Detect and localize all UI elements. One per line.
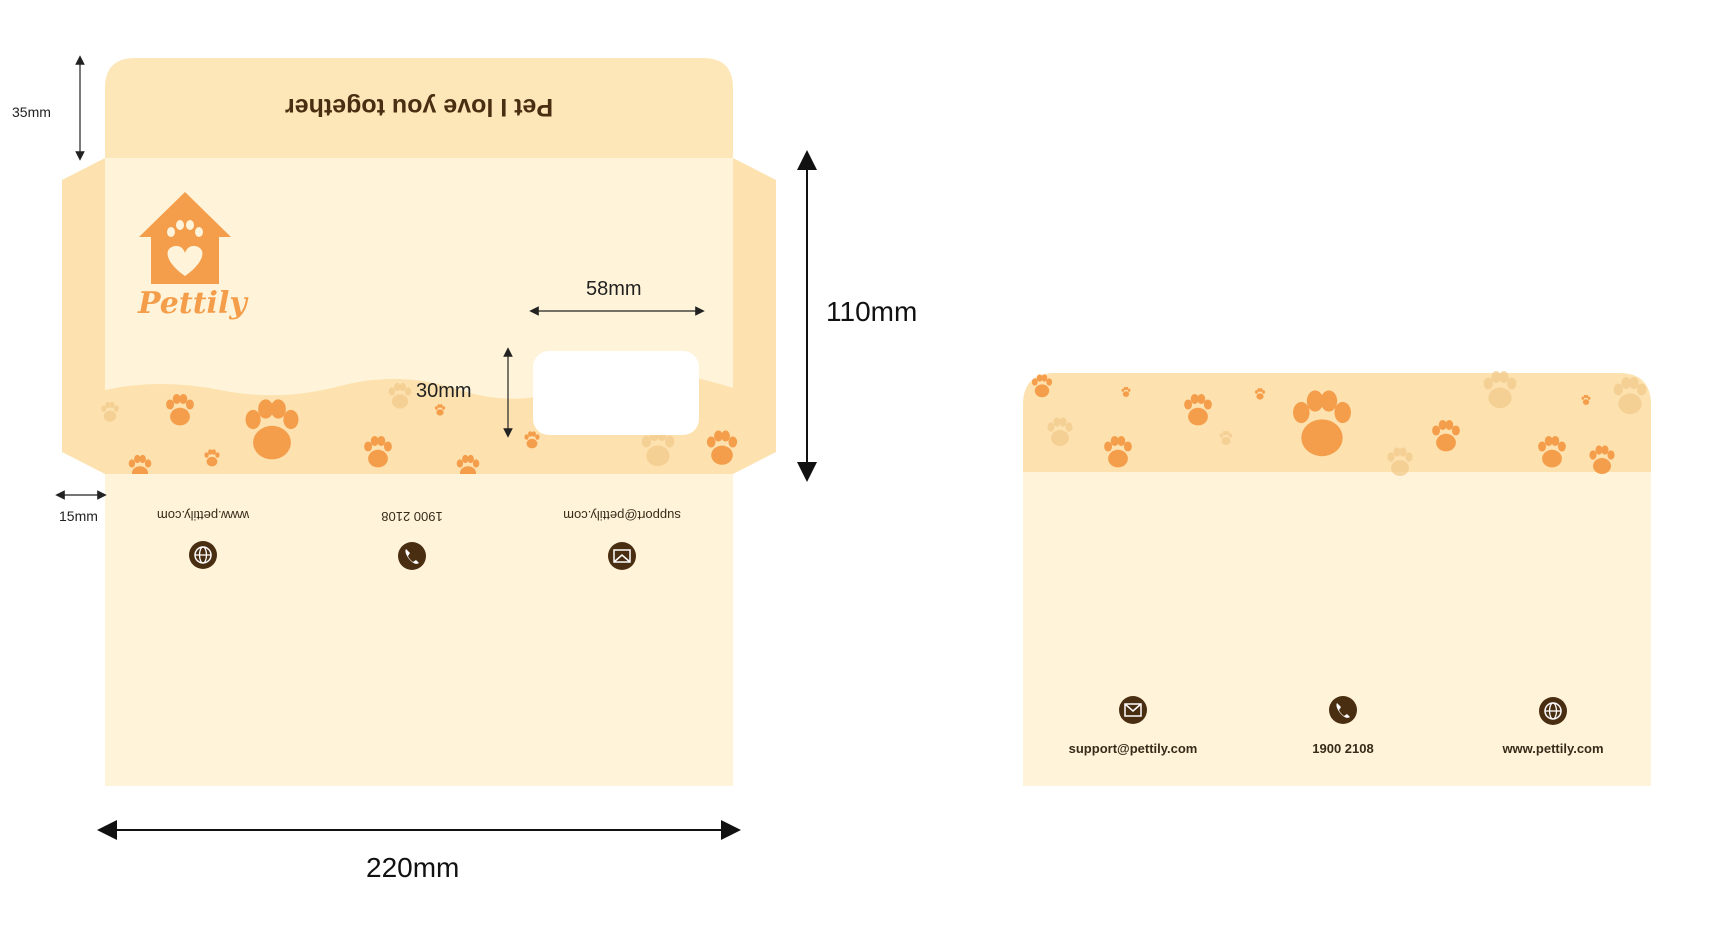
dim-label-220mm: 220mm: [366, 852, 460, 883]
dim-label-110mm: 110mm: [826, 296, 918, 327]
dieline-globe-icon: [189, 541, 217, 569]
right-side-flap: [733, 158, 776, 474]
back-mail-icon: [1119, 696, 1147, 724]
left-side-flap: [62, 158, 105, 474]
back-phone-text: 1900 2108: [1312, 741, 1374, 756]
back-view-envelope: [1023, 373, 1651, 786]
pettily-logo-icon: [139, 192, 231, 284]
back-globe-icon: [1539, 697, 1567, 725]
dieline-mail-icon: [608, 542, 636, 570]
back-email-text: support@pettily.com: [1068, 741, 1198, 756]
back-panel: [105, 474, 733, 786]
dim-label-30mm: 30mm: [416, 380, 472, 402]
flap-title: Pet I love you together: [284, 93, 554, 121]
dim-label-15mm: 15mm: [59, 508, 98, 524]
dieline-phone-icon: [398, 542, 426, 570]
dieline-website-text: www.pettily.com: [156, 508, 250, 523]
dieline-email-text: support@pettily.com: [563, 508, 681, 523]
dim-label-35mm: 35mm: [12, 104, 51, 120]
back-website-text: www.pettily.com: [1502, 741, 1604, 756]
dim-label-58mm: 58mm: [586, 278, 642, 300]
top-flap: [105, 58, 733, 158]
address-window: [533, 351, 699, 435]
back-phone-icon: [1329, 696, 1357, 724]
dieline-phone-text: 1900 2108: [381, 509, 443, 524]
brand-name: Pettily: [138, 286, 247, 321]
